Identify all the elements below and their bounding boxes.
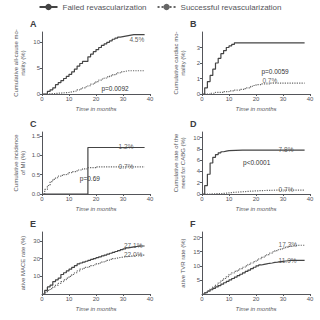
svg-text:5: 5 bbox=[37, 65, 41, 71]
svg-text:1: 1 bbox=[197, 76, 201, 82]
svg-text:7.8%: 7.8% bbox=[279, 146, 294, 153]
svg-text:0: 0 bbox=[36, 91, 40, 97]
svg-text:0.7%: 0.7% bbox=[262, 77, 278, 85]
svg-text:0.7%: 0.7% bbox=[119, 163, 134, 170]
svg-text:10: 10 bbox=[66, 96, 73, 102]
svg-text:40: 40 bbox=[147, 96, 154, 102]
svg-text:20: 20 bbox=[93, 196, 100, 202]
svg-text:40: 40 bbox=[147, 196, 154, 202]
svg-text:Cumulative incidence: Cumulative incidence bbox=[13, 134, 19, 192]
svg-text:Cumulative cardiac mo-: Cumulative cardiac mo- bbox=[173, 31, 179, 94]
svg-text:Time in months: Time in months bbox=[76, 306, 117, 312]
svg-text:10: 10 bbox=[33, 39, 40, 45]
svg-text:40: 40 bbox=[307, 96, 314, 102]
svg-text:ative TVR rate (%): ative TVR rate (%) bbox=[180, 238, 186, 287]
svg-text:0: 0 bbox=[200, 196, 204, 202]
svg-text:27.1%: 27.1% bbox=[124, 241, 143, 249]
svg-text:Time in months: Time in months bbox=[236, 306, 277, 312]
svg-text:0: 0 bbox=[196, 191, 200, 197]
svg-text:22.0%: 22.0% bbox=[124, 250, 143, 258]
svg-text:Cumulative all-cause mo-: Cumulative all-cause mo- bbox=[13, 29, 19, 97]
svg-text:p=0.69: p=0.69 bbox=[80, 175, 100, 183]
svg-text:11.9%: 11.9% bbox=[278, 256, 297, 264]
svg-text:0.0: 0.0 bbox=[32, 191, 41, 197]
svg-text:rtality (%): rtality (%) bbox=[180, 50, 186, 75]
svg-text:20: 20 bbox=[93, 96, 100, 102]
svg-text:8: 8 bbox=[197, 146, 201, 152]
svg-text:30: 30 bbox=[120, 296, 127, 302]
svg-text:4: 4 bbox=[197, 168, 201, 174]
svg-text:10: 10 bbox=[66, 196, 73, 202]
svg-text:D: D bbox=[190, 119, 197, 129]
svg-text:4.5%: 4.5% bbox=[129, 36, 144, 43]
svg-text:20: 20 bbox=[93, 296, 100, 302]
svg-text:1.2%: 1.2% bbox=[119, 143, 134, 150]
svg-text:A: A bbox=[30, 19, 37, 29]
svg-text:Cumulative rate of the: Cumulative rate of the bbox=[173, 133, 179, 192]
svg-text:p=0.0059: p=0.0059 bbox=[261, 68, 289, 76]
svg-text:30: 30 bbox=[280, 196, 287, 202]
svg-text:10: 10 bbox=[226, 196, 233, 202]
svg-text:20: 20 bbox=[253, 296, 260, 302]
svg-text:40: 40 bbox=[307, 296, 314, 302]
svg-text:of MI (%): of MI (%) bbox=[20, 151, 26, 175]
svg-text:20: 20 bbox=[193, 235, 200, 241]
svg-text:20: 20 bbox=[253, 96, 260, 102]
svg-text:30: 30 bbox=[280, 96, 287, 102]
svg-text:40: 40 bbox=[307, 196, 314, 202]
svg-text:10: 10 bbox=[66, 296, 73, 302]
svg-text:10: 10 bbox=[33, 273, 40, 279]
svg-text:3: 3 bbox=[197, 45, 201, 51]
svg-text:p<0.0001: p<0.0001 bbox=[243, 159, 271, 167]
svg-text:10: 10 bbox=[226, 296, 233, 302]
svg-text:20: 20 bbox=[33, 256, 40, 262]
svg-text:rtality (%): rtality (%) bbox=[20, 50, 26, 75]
svg-text:30: 30 bbox=[120, 196, 127, 202]
svg-text:0.5: 0.5 bbox=[32, 172, 41, 178]
svg-text:1.0: 1.0 bbox=[32, 152, 41, 158]
svg-text:6: 6 bbox=[197, 157, 201, 163]
svg-text:10: 10 bbox=[193, 135, 200, 141]
svg-text:1.5: 1.5 bbox=[32, 133, 41, 139]
svg-text:0: 0 bbox=[40, 196, 44, 202]
svg-text:15: 15 bbox=[193, 249, 200, 255]
svg-text:Time in months: Time in months bbox=[236, 106, 277, 112]
svg-text:Time in months: Time in months bbox=[236, 206, 277, 212]
svg-text:0.7%: 0.7% bbox=[279, 186, 294, 193]
svg-text:Time in months: Time in months bbox=[76, 106, 117, 112]
svg-text:30: 30 bbox=[280, 296, 287, 302]
svg-text:17.3%: 17.3% bbox=[278, 241, 297, 249]
svg-text:0: 0 bbox=[196, 91, 200, 97]
svg-text:0: 0 bbox=[40, 96, 44, 102]
svg-text:0: 0 bbox=[200, 296, 204, 302]
svg-text:ative MACE rate (%): ative MACE rate (%) bbox=[20, 236, 26, 291]
svg-text:C: C bbox=[30, 119, 37, 129]
svg-text:Time in months: Time in months bbox=[76, 206, 117, 212]
svg-text:30: 30 bbox=[33, 238, 40, 244]
svg-text:B: B bbox=[190, 19, 197, 29]
svg-text:40: 40 bbox=[147, 296, 154, 302]
svg-text:0: 0 bbox=[40, 296, 44, 302]
svg-text:need for CABG (%): need for CABG (%) bbox=[180, 137, 186, 189]
svg-text:F: F bbox=[190, 219, 196, 229]
svg-text:10: 10 bbox=[193, 263, 200, 269]
svg-text:20: 20 bbox=[253, 196, 260, 202]
svg-text:2: 2 bbox=[197, 60, 201, 66]
svg-text:p=0.0092: p=0.0092 bbox=[101, 85, 129, 93]
svg-text:E: E bbox=[30, 219, 36, 229]
svg-text:Successful revascularization: Successful revascularization bbox=[181, 3, 282, 12]
svg-text:5: 5 bbox=[197, 277, 201, 283]
svg-text:30: 30 bbox=[120, 96, 127, 102]
svg-text:10: 10 bbox=[226, 96, 233, 102]
svg-text:0: 0 bbox=[200, 96, 204, 102]
svg-text:Failed revascularization: Failed revascularization bbox=[63, 3, 147, 12]
svg-text:2: 2 bbox=[197, 180, 201, 186]
